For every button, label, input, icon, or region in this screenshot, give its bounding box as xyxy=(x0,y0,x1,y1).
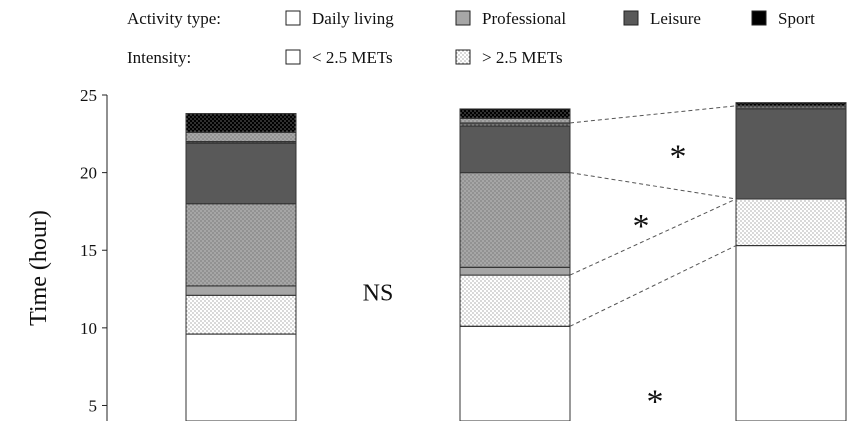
bar-segment-pattern xyxy=(185,203,297,287)
bar-3 xyxy=(735,102,847,421)
legend-swatch-daily-living xyxy=(285,10,301,26)
significance-star: * xyxy=(647,384,664,421)
bar-segment-daily-living-low xyxy=(185,333,297,421)
legend-swatch-professional xyxy=(455,10,471,26)
bar-segment-leisure-low xyxy=(459,125,571,174)
legend-row-title: Intensity: xyxy=(127,48,191,67)
legend-swatch-pattern xyxy=(455,49,471,65)
y-tick-label: 15 xyxy=(80,241,97,260)
legend-label-leisure: Leisure xyxy=(650,9,701,28)
bar-segment-daily-living-low xyxy=(735,245,847,421)
bar-segment-pattern xyxy=(185,113,297,133)
bar-segment-daily-living-low xyxy=(459,325,571,421)
y-axis-label: Time (hour) xyxy=(26,210,52,326)
bar-segment-professional-low xyxy=(459,266,571,276)
significance-star: * xyxy=(670,138,687,175)
bar-segment-pattern xyxy=(735,102,847,107)
bar-segment-leisure-low xyxy=(185,142,297,205)
connector-line xyxy=(569,245,737,327)
y-tick-label: 25 xyxy=(80,86,97,105)
significance-star: * xyxy=(633,208,650,245)
bar-2 xyxy=(459,108,571,421)
bars xyxy=(185,102,847,421)
connectors xyxy=(569,105,737,327)
bar-segment-pattern xyxy=(185,131,297,143)
connector-line xyxy=(569,105,737,124)
bar-segment-pattern xyxy=(185,294,297,335)
significance-ns: NS xyxy=(363,281,394,307)
legend-swatch-leisure xyxy=(623,10,639,26)
legend-swatch-2-5-mets xyxy=(285,49,301,65)
y-tick-label: 5 xyxy=(89,396,98,415)
legend-label-sport: Sport xyxy=(778,9,815,28)
legend-label-daily-living: Daily living xyxy=(312,9,394,28)
bar-segment-professional-low xyxy=(185,285,297,296)
connector-line xyxy=(569,172,737,200)
legend-swatch-sport xyxy=(751,10,767,26)
legend-label-2-5-mets: < 2.5 METs xyxy=(312,48,393,67)
y-axis: 5 10 15 20 25 Time (hour) xyxy=(26,86,108,421)
legend-label-professional: Professional xyxy=(482,9,566,28)
bar-segment-pattern xyxy=(735,198,847,247)
legend-label-2-5-mets: > 2.5 METs xyxy=(482,48,563,67)
bar-segment-pattern xyxy=(459,172,571,268)
bar-1 xyxy=(185,113,297,421)
legend: Activity type: Daily living Professional Le… xyxy=(127,9,815,67)
y-tick-label: 10 xyxy=(80,319,97,338)
y-tick-label: 20 xyxy=(80,164,97,183)
bar-segment-leisure-low xyxy=(735,108,847,200)
legend-row-title: Activity type: xyxy=(127,9,221,28)
bar-segment-pattern xyxy=(459,108,571,119)
annotations: NS * * * xyxy=(363,138,687,420)
bar-segment-pattern xyxy=(459,117,571,124)
bar-segment-pattern xyxy=(459,274,571,327)
connector-line xyxy=(569,198,737,276)
